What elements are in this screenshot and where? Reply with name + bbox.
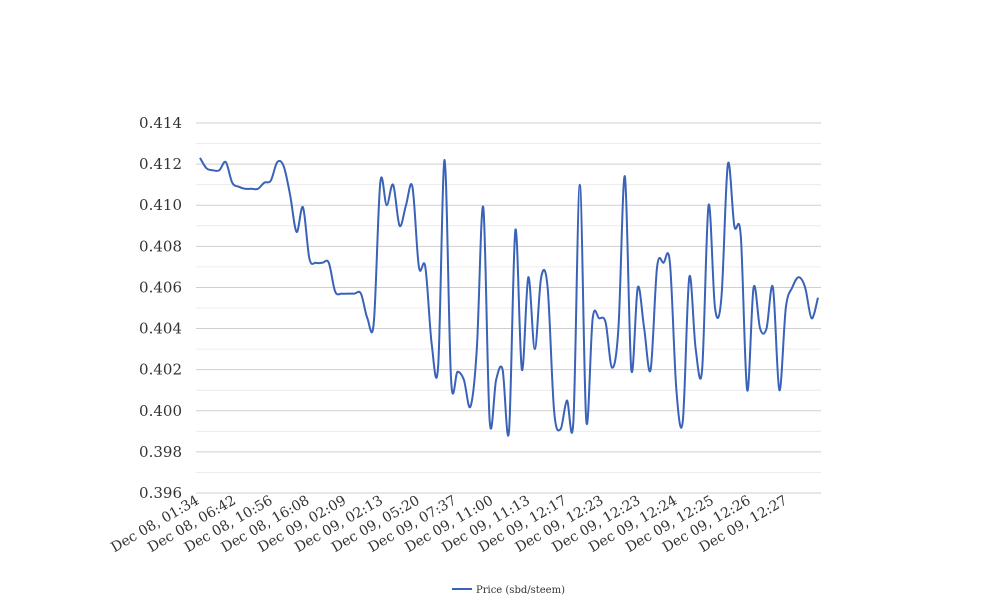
y-tick-label: 0.412 — [139, 155, 182, 173]
y-tick-label: 0.410 — [139, 196, 182, 214]
y-tick-label: 0.406 — [139, 278, 182, 296]
legend-label: Price (sbd/steem) — [476, 585, 565, 596]
series-layer — [199, 157, 819, 437]
y-tick-label: 0.414 — [139, 114, 182, 132]
y-tick-label: 0.408 — [139, 237, 182, 255]
y-tick-label: 0.400 — [139, 402, 182, 420]
y-tick-label: 0.402 — [139, 361, 182, 379]
y-tick-label: 0.396 — [139, 484, 182, 502]
gridlines — [196, 122, 821, 494]
y-axis-ticks: 0.396 0.398 0.400 0.402 0.404 0.406 0.408 0.410… — [139, 114, 182, 502]
legend: Price (sbd/steem) — [452, 585, 565, 596]
series-line — [199, 157, 819, 437]
y-tick-label: 0.404 — [139, 320, 182, 338]
y-tick-label: 0.398 — [139, 443, 182, 461]
